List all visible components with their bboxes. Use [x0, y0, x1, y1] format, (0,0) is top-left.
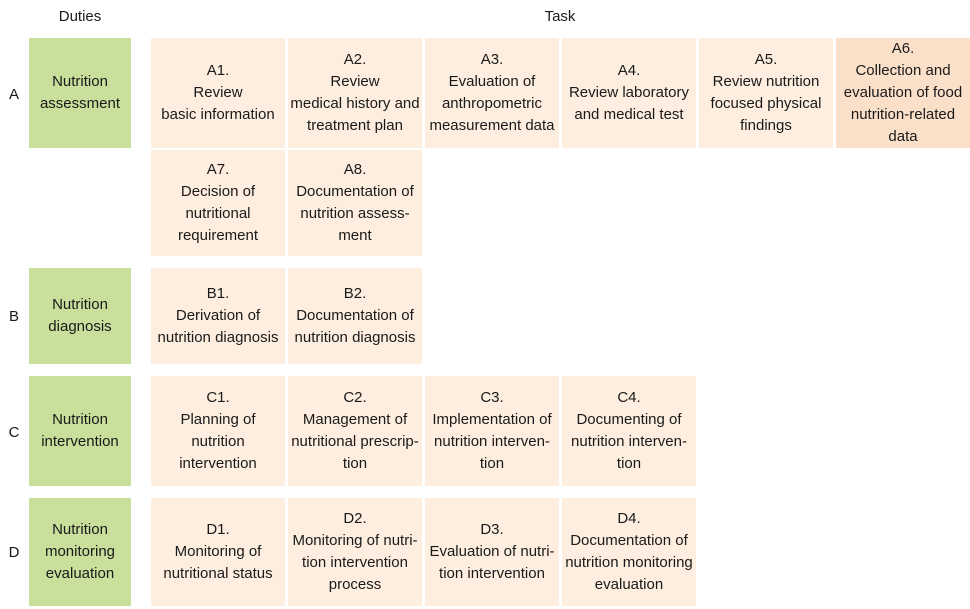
- task-b2: B2. Documentation of nutrition diagnosis: [288, 268, 422, 364]
- duty-nutrition-assessment: Nutrition assessment: [29, 38, 131, 148]
- task-c1: C1. Planning of nutrition intervention: [151, 376, 285, 486]
- task-a5: A5. Review nutrition focused physical fi…: [699, 38, 833, 148]
- task-header: Task: [544, 8, 576, 25]
- duties-header: Duties: [58, 8, 102, 25]
- task-c3: C3. Implementation of nutrition interven…: [425, 376, 559, 486]
- task-d3: D3. Evaluation of nutri- tion interventi…: [425, 498, 559, 606]
- task-d2: D2. Monitoring of nutri- tion interventi…: [288, 498, 422, 606]
- row-letter-b: B: [8, 308, 19, 325]
- task-d4: D4. Documentation of nutrition monitorin…: [562, 498, 696, 606]
- task-c4: C4. Documenting of nutrition interven- t…: [562, 376, 696, 486]
- task-a8: A8. Documentation of nutrition assess- m…: [288, 150, 422, 256]
- duty-nutrition-intervention: Nutrition intervention: [29, 376, 131, 486]
- row-letter-d: D: [8, 544, 20, 561]
- task-a4: A4. Review laboratory and medical test: [562, 38, 696, 148]
- task-a2: A2. Review medical history and treatment…: [288, 38, 422, 148]
- duty-nutrition-diagnosis: Nutrition diagnosis: [29, 268, 131, 364]
- task-a1: A1. Review basic information: [151, 38, 285, 148]
- task-c2: C2. Management of nutritional prescrip- …: [288, 376, 422, 486]
- row-letter-a: A: [8, 86, 19, 103]
- task-b1: B1. Derivation of nutrition diagnosis: [151, 268, 285, 364]
- row-letter-c: C: [8, 424, 20, 441]
- task-d1: D1. Monitoring of nutritional status: [151, 498, 285, 606]
- duty-nutrition-monitoring-evaluation: Nutrition monitoring evaluation: [29, 498, 131, 606]
- task-a6: A6. Collection and evaluation of food nu…: [836, 38, 970, 148]
- task-a7: A7. Decision of nutritional requirement: [151, 150, 285, 256]
- task-a3: A3. Evaluation of anthropometric measure…: [425, 38, 559, 148]
